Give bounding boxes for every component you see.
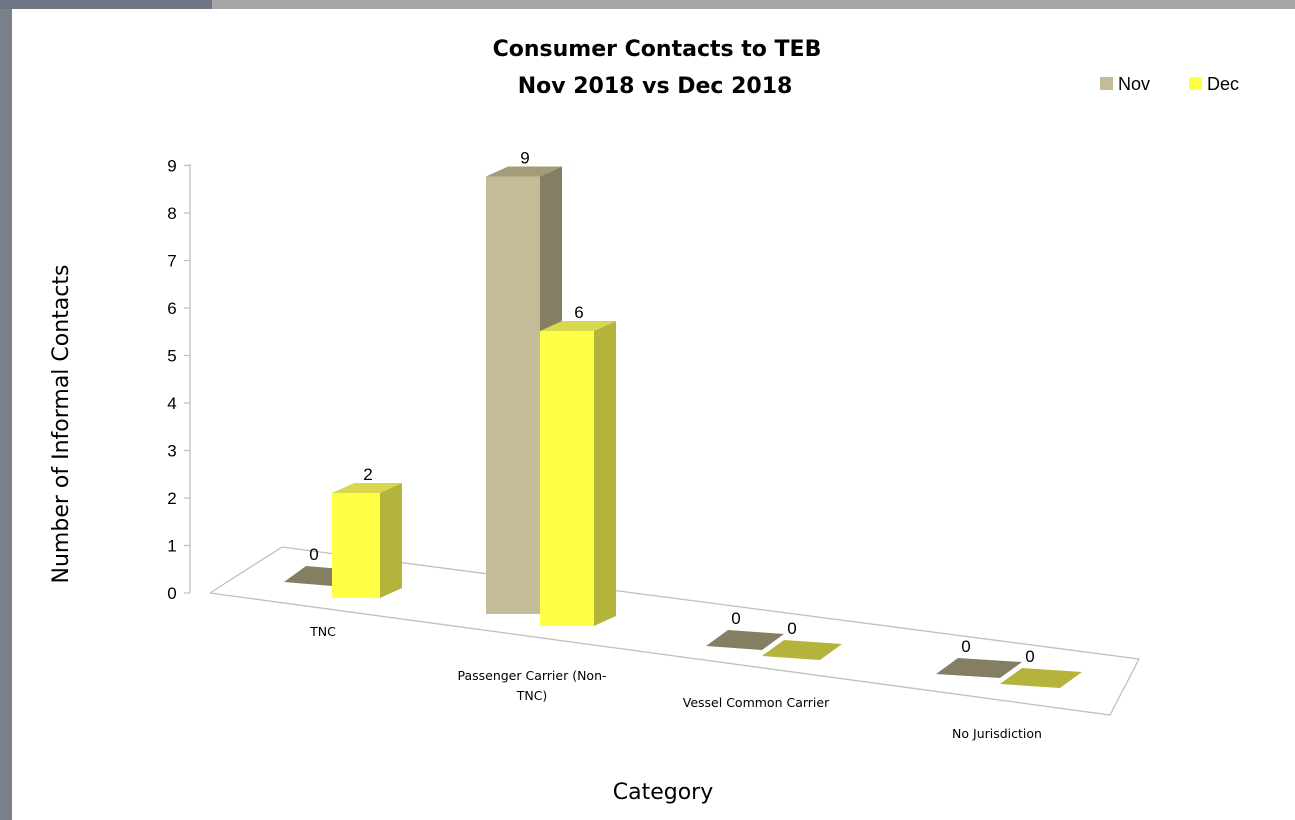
- data-label: 9: [520, 149, 529, 168]
- y-axis-title: Number of Informal Contacts: [49, 265, 74, 584]
- bar-dec-tnc: [332, 483, 402, 598]
- data-labels: 0 2 9 6 0 0 0 0: [309, 149, 1034, 667]
- category-label-line: TNC): [516, 688, 548, 703]
- y-tick-label: 4: [167, 394, 176, 413]
- category-label-no-jurisdiction: No Jurisdiction: [952, 726, 1042, 741]
- bar-top: [332, 483, 402, 493]
- bar-front: [486, 176, 540, 614]
- y-tick-label: 2: [167, 489, 176, 508]
- y-tick-label: 1: [167, 537, 176, 556]
- bar-floor: [936, 658, 1022, 678]
- category-label-line: No Jurisdiction: [952, 726, 1042, 741]
- category-label-passenger-carrier-non-tnc: Passenger Carrier (Non- TNC): [457, 668, 606, 703]
- legend: Nov Dec: [1100, 74, 1239, 94]
- bar-nov-no-jurisdiction: [936, 658, 1022, 678]
- category-label-tnc: TNC: [309, 624, 336, 639]
- y-tick-label: 0: [167, 584, 176, 603]
- category-labels: TNC Passenger Carrier (Non- TNC) Vessel Com…: [309, 624, 1042, 741]
- bar-front: [540, 331, 594, 626]
- y-tick-label: 8: [167, 204, 176, 223]
- legend-swatch-dec: [1189, 77, 1202, 90]
- y-tick-label: 7: [167, 252, 176, 271]
- top-border: [0, 0, 1295, 9]
- chart-area: Consumer Contacts to TEB Nov 2018 vs Dec…: [12, 9, 1295, 820]
- axes: 0 1 2 3 4 5 6 7 8 9: [167, 157, 1141, 716]
- category-label-line: Vessel Common Carrier: [683, 695, 830, 710]
- bars: [284, 166, 1082, 688]
- bar-floor: [706, 630, 784, 650]
- x-axis-title: Category: [613, 780, 714, 805]
- y-tick-label: 5: [167, 347, 176, 366]
- y-tick-label: 6: [167, 299, 176, 318]
- chart-svg: Consumer Contacts to TEB Nov 2018 vs Dec…: [49, 37, 1239, 805]
- legend-swatch-nov: [1100, 77, 1113, 90]
- y-tick-label: 3: [167, 442, 176, 461]
- bar-nov-vessel-common-carrier: [706, 630, 784, 650]
- category-label-vessel-common-carrier: Vessel Common Carrier: [683, 695, 830, 710]
- data-label: 0: [309, 545, 318, 564]
- chart-title: Consumer Contacts to TEB: [493, 37, 822, 62]
- floor-outline: [209, 546, 1141, 716]
- legend-label-dec: Dec: [1207, 74, 1239, 94]
- bar-dec-no-jurisdiction: [1000, 668, 1082, 688]
- bar-side: [594, 321, 616, 626]
- chart-subtitle: Nov 2018 vs Dec 2018: [518, 74, 793, 99]
- y-ticks: 0 1 2 3 4 5 6 7 8 9: [167, 157, 190, 603]
- data-label: 0: [1025, 647, 1034, 666]
- bar-floor: [1000, 668, 1082, 688]
- bar-top: [540, 321, 616, 331]
- data-label: 2: [363, 465, 372, 484]
- bar-top: [486, 166, 562, 177]
- bar-side: [380, 483, 402, 598]
- legend-label-nov: Nov: [1118, 74, 1150, 94]
- category-label-line: Passenger Carrier (Non-: [457, 668, 606, 683]
- data-label: 0: [731, 609, 740, 628]
- bar-dec-vessel-common-carrier: [762, 640, 842, 660]
- bar-front: [332, 493, 380, 598]
- category-label-line: TNC: [309, 624, 336, 639]
- y-tick-label: 9: [167, 157, 176, 176]
- bar-floor: [762, 640, 842, 660]
- bar-dec-passenger-carrier-non-tnc: [540, 321, 616, 626]
- data-label: 0: [787, 619, 796, 638]
- data-label: 0: [961, 637, 970, 656]
- data-label: 6: [574, 303, 583, 322]
- top-border-left: [0, 0, 212, 9]
